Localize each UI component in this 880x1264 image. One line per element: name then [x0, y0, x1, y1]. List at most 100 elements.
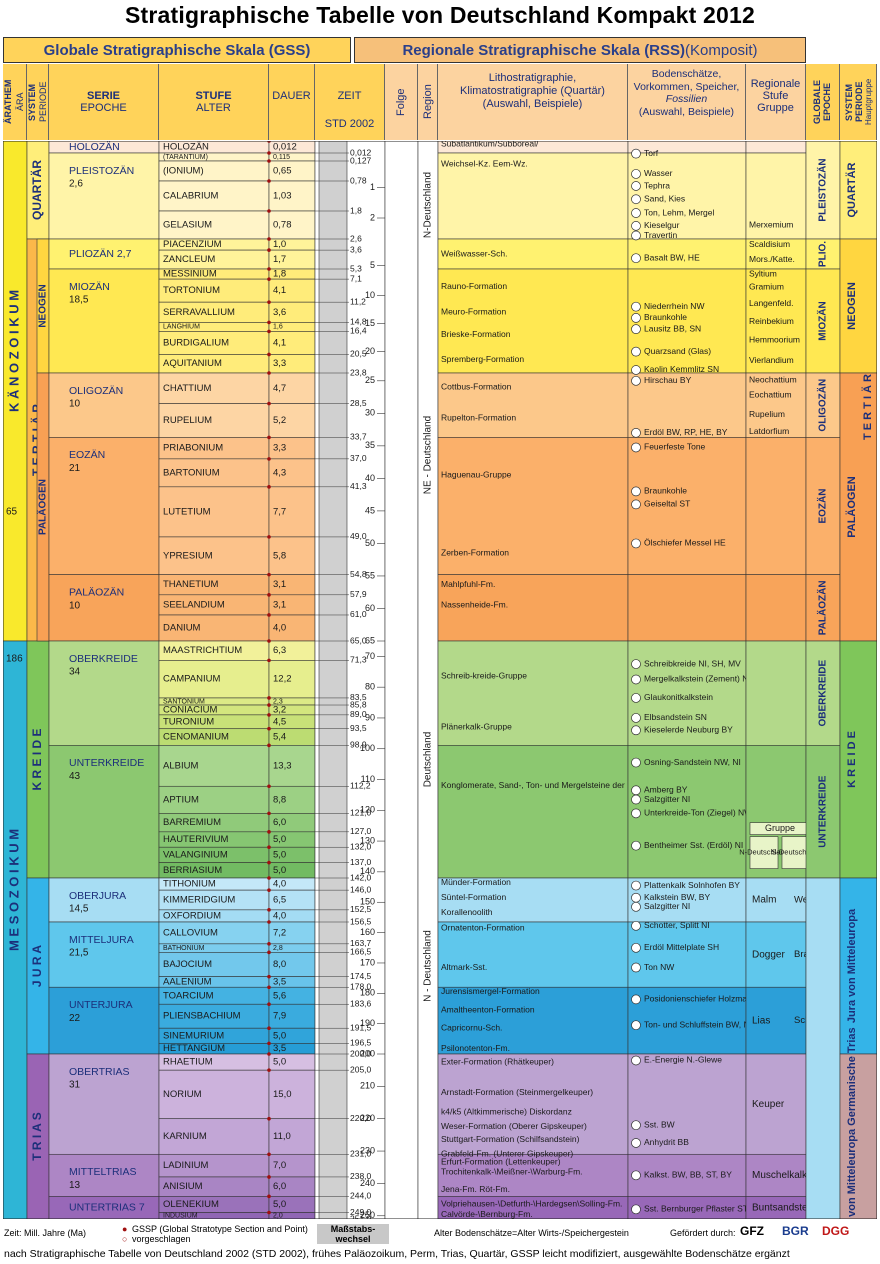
right-system-label: Trias von Mitteleuropa Germanische Trias	[846, 1027, 858, 1219]
litho-block	[437, 268, 629, 374]
litho-unit: Altmark-Sst.	[441, 962, 487, 972]
global-epoch-label: MIOZÄN	[816, 301, 829, 340]
stage-label: SERRAVALLIUM	[163, 307, 235, 318]
gssp-marker	[267, 300, 271, 304]
zeit-scale-bar	[318, 141, 348, 1219]
era-block	[3, 640, 28, 1219]
stage-label: INDUSIUM	[163, 1213, 198, 1219]
series-label: PALÄOZÄN	[69, 586, 124, 598]
resource-label: Kieselgur	[644, 220, 680, 230]
resource-block	[627, 745, 747, 879]
resource-label: Osning-Sandstein NW, NI	[644, 757, 741, 767]
stage-label: BARTONIUM	[163, 467, 220, 478]
stage-duration: 5,0	[273, 834, 286, 845]
series-block	[48, 640, 160, 746]
trias-group-name: Muschelkalk	[752, 1170, 808, 1181]
footer-vorgeschlagen: vorgeschlagen	[132, 1234, 191, 1244]
gssp-marker	[267, 352, 271, 357]
global-epoch-label: EOZÄN	[816, 489, 829, 524]
stage-duration: 0,115	[273, 154, 290, 161]
stage-duration: 6,0	[273, 1181, 286, 1192]
stage-duration-cell	[268, 785, 316, 814]
strat-table: K Ä N O Z O I K U M 65 M E S O Z O I K U M…	[3, 141, 877, 1219]
gssp-marker	[267, 696, 271, 700]
series-duration: 14,5	[69, 904, 89, 915]
regstage-block	[745, 640, 807, 746]
rss-band-label: Regionale Stratigraphische Skala (RSS)	[402, 41, 686, 59]
stage-duration: 4,1	[273, 285, 286, 296]
scale-tick-label: 40	[365, 473, 375, 483]
resource-icon	[631, 994, 641, 1005]
series-duration: 13	[69, 1180, 81, 1191]
gssp-marker	[267, 613, 271, 617]
header-epoche-label: EPOCHE	[80, 102, 127, 114]
gssp-marker	[267, 876, 271, 880]
subsystem-label: PALÄOGEN	[36, 479, 49, 535]
resource-icon	[631, 181, 641, 191]
stage-base-age: 0,127	[350, 155, 372, 165]
series-block	[48, 877, 160, 923]
litho-block	[437, 1153, 629, 1197]
stage-duration: 3,1	[273, 579, 286, 590]
kreide-group-n-label: N-Deutschland	[739, 848, 789, 857]
series-duration: 43	[69, 771, 81, 782]
stage-base-age: 89,0	[350, 709, 367, 719]
rss-band: Regionale Stratigraphische Skala (RSS) (…	[354, 37, 806, 63]
stage-block	[158, 785, 270, 814]
stage-duration: 4,5	[273, 716, 286, 727]
scale-tick-label: 180	[360, 988, 375, 998]
resource-block	[627, 152, 747, 240]
header-std-label: STD 2002	[324, 118, 375, 130]
series-duration: 34	[69, 667, 81, 678]
header-regstufe: Regionale Stufe Gruppe	[746, 64, 806, 140]
series-block	[48, 574, 160, 642]
litho-unit: Grabfeld-Fm. (Unterer Gipskeuper)	[441, 1149, 573, 1159]
stage-base-age: 146,0	[350, 884, 372, 894]
regional-stage: Rupelium	[749, 409, 785, 419]
gssp-marker	[267, 860, 271, 865]
stage-base-age: 7,1	[350, 273, 362, 283]
global-epoch-label: PLIO.	[818, 241, 829, 267]
resource-icon	[631, 301, 641, 312]
resource-label: Kalkstein BW, BY	[644, 892, 710, 902]
resource-label: Hirschau BY	[644, 375, 692, 385]
gssp-marker	[267, 159, 271, 163]
trias-group-name: Buntsandstein	[752, 1202, 815, 1213]
resource-icon	[631, 499, 641, 510]
header-folge: Folge	[385, 64, 418, 140]
trias-group-name: Keuper	[752, 1099, 785, 1110]
stage-base-age: 3,6	[350, 244, 362, 254]
stage-label: ANISIUM	[163, 1181, 203, 1192]
resource-icon	[631, 674, 641, 685]
stage-base-age: 93,5	[350, 723, 367, 733]
stage-base-age: 137,0	[350, 857, 372, 867]
global-epoch-label: PALÄOZÄN	[816, 580, 829, 635]
resource-icon	[631, 757, 641, 768]
litho-unit: Exter-Formation (Rhätkeuper)	[441, 1056, 554, 1066]
stage-duration: 4,1	[273, 337, 286, 348]
gssp-marker-icon: ●	[122, 1224, 128, 1234]
gssp-marker	[267, 811, 271, 816]
footer-massstab: Maßstabs-wechsel	[317, 1224, 389, 1244]
gssp-marker	[267, 179, 271, 183]
litho-block	[437, 372, 629, 438]
stage-base-age: 163,7	[350, 938, 372, 948]
stage-duration-cell	[268, 372, 316, 404]
resource-label: Ton- und Schluffstein BW, NI	[644, 1019, 752, 1029]
stage-base-age: 220,0	[350, 1113, 372, 1123]
region-label: Deutschland	[423, 732, 434, 788]
resource-icon	[631, 208, 641, 218]
stage-label: CAMPANIUM	[163, 674, 220, 685]
litho-block	[437, 745, 629, 879]
resource-icon	[631, 659, 641, 669]
resource-icon	[631, 375, 641, 386]
gssp-marker	[267, 572, 271, 577]
stage-duration: 5,0	[273, 865, 286, 876]
scale-tick-label: 25	[365, 375, 375, 385]
stage-duration: 7,9	[273, 1011, 286, 1022]
regstage-block	[745, 1153, 807, 1197]
right-system-label: PALÄOGEN	[845, 476, 858, 538]
global-epoch-jura-trias	[805, 877, 841, 1219]
gssp-marker	[267, 920, 271, 924]
resource-icon	[631, 794, 641, 805]
